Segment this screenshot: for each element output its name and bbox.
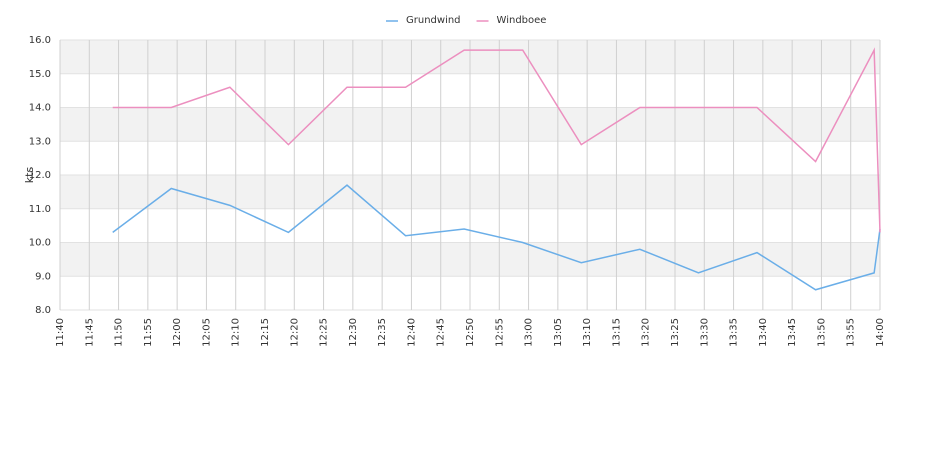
y-tick-label: 11.0: [29, 204, 51, 215]
x-tick-label: 13:20: [641, 318, 652, 347]
x-tick-label: 12:35: [377, 318, 388, 347]
legend: Grundwind Windboee: [386, 15, 546, 26]
legend-label: Windboee: [497, 15, 547, 26]
x-tick-label: 13:55: [846, 318, 857, 347]
x-tick-label: 11:45: [84, 318, 95, 347]
x-tick-label: 12:40: [406, 318, 417, 347]
x-tick-label: 12:20: [289, 318, 300, 347]
x-tick-label: 12:10: [231, 318, 242, 347]
x-tick-label: 11:55: [143, 318, 154, 347]
x-tick-label: 13:10: [582, 318, 593, 347]
x-tick-label: 13:35: [729, 318, 740, 347]
x-tick-label: 13:15: [611, 318, 622, 347]
line-series: [112, 184, 881, 291]
x-tick-label: 13:45: [787, 318, 798, 347]
y-tick-label: 13.0: [29, 136, 51, 147]
line-series: [112, 47, 881, 233]
legend-label: Grundwind: [406, 15, 461, 26]
x-tick-label: 12:45: [436, 318, 447, 347]
x-tick-label: 13:05: [553, 318, 564, 347]
x-tick-label: 12:00: [172, 318, 183, 347]
y-axis-label: kts: [23, 167, 36, 184]
x-tick-label: 11:50: [114, 318, 125, 347]
y-tick-label: 15.0: [29, 69, 51, 80]
x-tick-label: 11:40: [55, 318, 66, 347]
y-tick-label: 12.0: [29, 170, 51, 181]
y-tick-label: 9.0: [35, 271, 51, 282]
x-tick-label: 12:15: [260, 318, 271, 347]
y-tick-label: 8.0: [35, 305, 51, 316]
x-tick-label: 13:30: [699, 318, 710, 347]
y-tick-label: 16.0: [29, 35, 51, 46]
x-tick-label: 12:50: [465, 318, 476, 347]
x-tick-label: 13:25: [670, 318, 681, 347]
x-tick-label: 12:05: [201, 318, 212, 347]
x-tick-label: 12:25: [319, 318, 330, 347]
y-tick-label: 10.0: [29, 238, 51, 249]
x-tick-label: 12:55: [494, 318, 505, 347]
x-tick-label: 13:00: [524, 318, 535, 347]
x-tick-label: 13:50: [816, 318, 827, 347]
x-tick-label: 14:00: [875, 318, 886, 347]
x-tick-label: 12:30: [348, 318, 359, 347]
y-tick-label: 14.0: [29, 103, 51, 114]
x-tick-label: 13:40: [758, 318, 769, 347]
